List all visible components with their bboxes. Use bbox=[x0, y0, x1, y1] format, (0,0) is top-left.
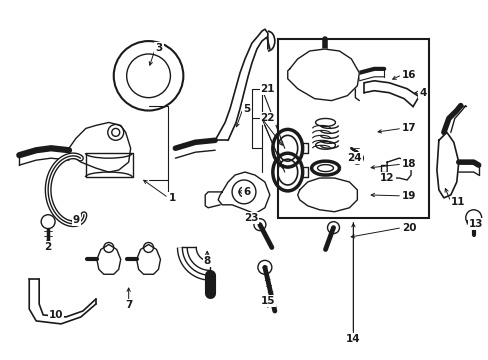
Text: 24: 24 bbox=[346, 153, 361, 163]
Text: 11: 11 bbox=[450, 197, 465, 207]
Text: 9: 9 bbox=[73, 215, 80, 225]
Text: 20: 20 bbox=[401, 222, 416, 233]
Text: 23: 23 bbox=[243, 213, 258, 223]
Text: 13: 13 bbox=[468, 219, 482, 229]
Bar bbox=[277, 39, 428, 218]
Polygon shape bbox=[287, 49, 359, 100]
Polygon shape bbox=[136, 244, 160, 274]
Polygon shape bbox=[218, 172, 269, 214]
Text: 22: 22 bbox=[260, 113, 275, 123]
Text: 12: 12 bbox=[380, 173, 394, 183]
Text: 21: 21 bbox=[260, 84, 275, 94]
Text: 10: 10 bbox=[49, 310, 63, 320]
Polygon shape bbox=[436, 132, 458, 198]
Text: 1: 1 bbox=[168, 193, 175, 203]
Text: 2: 2 bbox=[44, 243, 52, 252]
Text: 18: 18 bbox=[401, 159, 416, 169]
Polygon shape bbox=[386, 158, 410, 180]
Text: 3: 3 bbox=[155, 43, 163, 53]
Text: 19: 19 bbox=[401, 191, 416, 201]
Text: 17: 17 bbox=[401, 123, 416, 134]
Polygon shape bbox=[297, 178, 357, 212]
Text: 15: 15 bbox=[260, 296, 275, 306]
Polygon shape bbox=[66, 122, 130, 172]
Text: 5: 5 bbox=[243, 104, 250, 113]
Text: 4: 4 bbox=[418, 88, 426, 98]
Text: 8: 8 bbox=[203, 256, 210, 266]
Text: 14: 14 bbox=[346, 334, 360, 344]
Text: 6: 6 bbox=[243, 187, 250, 197]
Polygon shape bbox=[97, 244, 121, 274]
Text: 7: 7 bbox=[125, 300, 132, 310]
Text: 16: 16 bbox=[401, 70, 416, 80]
